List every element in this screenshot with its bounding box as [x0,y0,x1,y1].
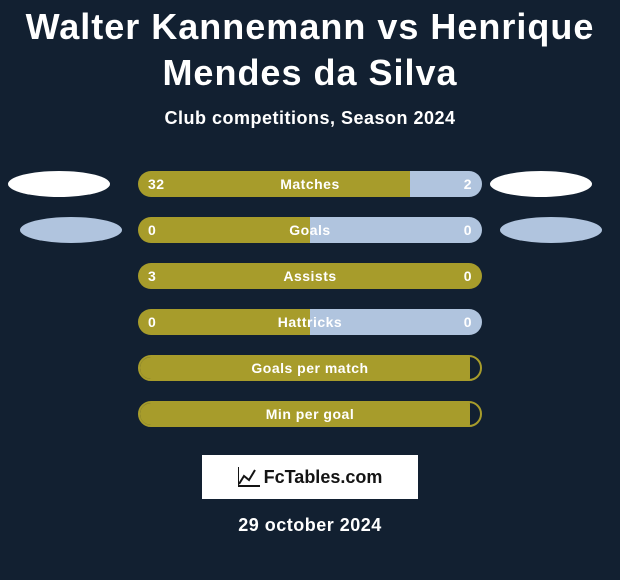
chart-icon [238,467,260,487]
page-title: Walter Kannemann vs Henrique Mendes da S… [0,0,620,96]
player-oval-0 [8,171,110,197]
logo-text: FcTables.com [264,467,383,488]
stat-label: Goals per match [140,357,480,379]
bar-container: 00Hattricks [138,309,482,335]
stat-row-assists: 30Assists [0,263,620,289]
fctables-logo: FcTables.com [202,455,418,499]
player-oval-3 [500,217,602,243]
stat-label: Assists [138,263,482,289]
stat-row-min-per-goal: Min per goal [0,401,620,427]
bar-container: 00Goals [138,217,482,243]
stat-row-goals-per-match: Goals per match [0,355,620,381]
chart-area: 322Matches 00Goals 30Assists 00Hattricks Goa… [0,171,620,441]
bar-container: Min per goal [138,401,482,427]
subtitle: Club competitions, Season 2024 [0,108,620,129]
footer-date: 29 october 2024 [0,515,620,536]
player-oval-1 [490,171,592,197]
stat-label: Goals [138,217,482,243]
stat-label: Min per goal [140,403,480,425]
bar-container: 30Assists [138,263,482,289]
stat-label: Hattricks [138,309,482,335]
bar-container: Goals per match [138,355,482,381]
bar-container: 322Matches [138,171,482,197]
stat-row-hattricks: 00Hattricks [0,309,620,335]
player-oval-2 [20,217,122,243]
stat-label: Matches [138,171,482,197]
bars-layer: 322Matches 00Goals 30Assists 00Hattricks Goa… [0,171,620,427]
